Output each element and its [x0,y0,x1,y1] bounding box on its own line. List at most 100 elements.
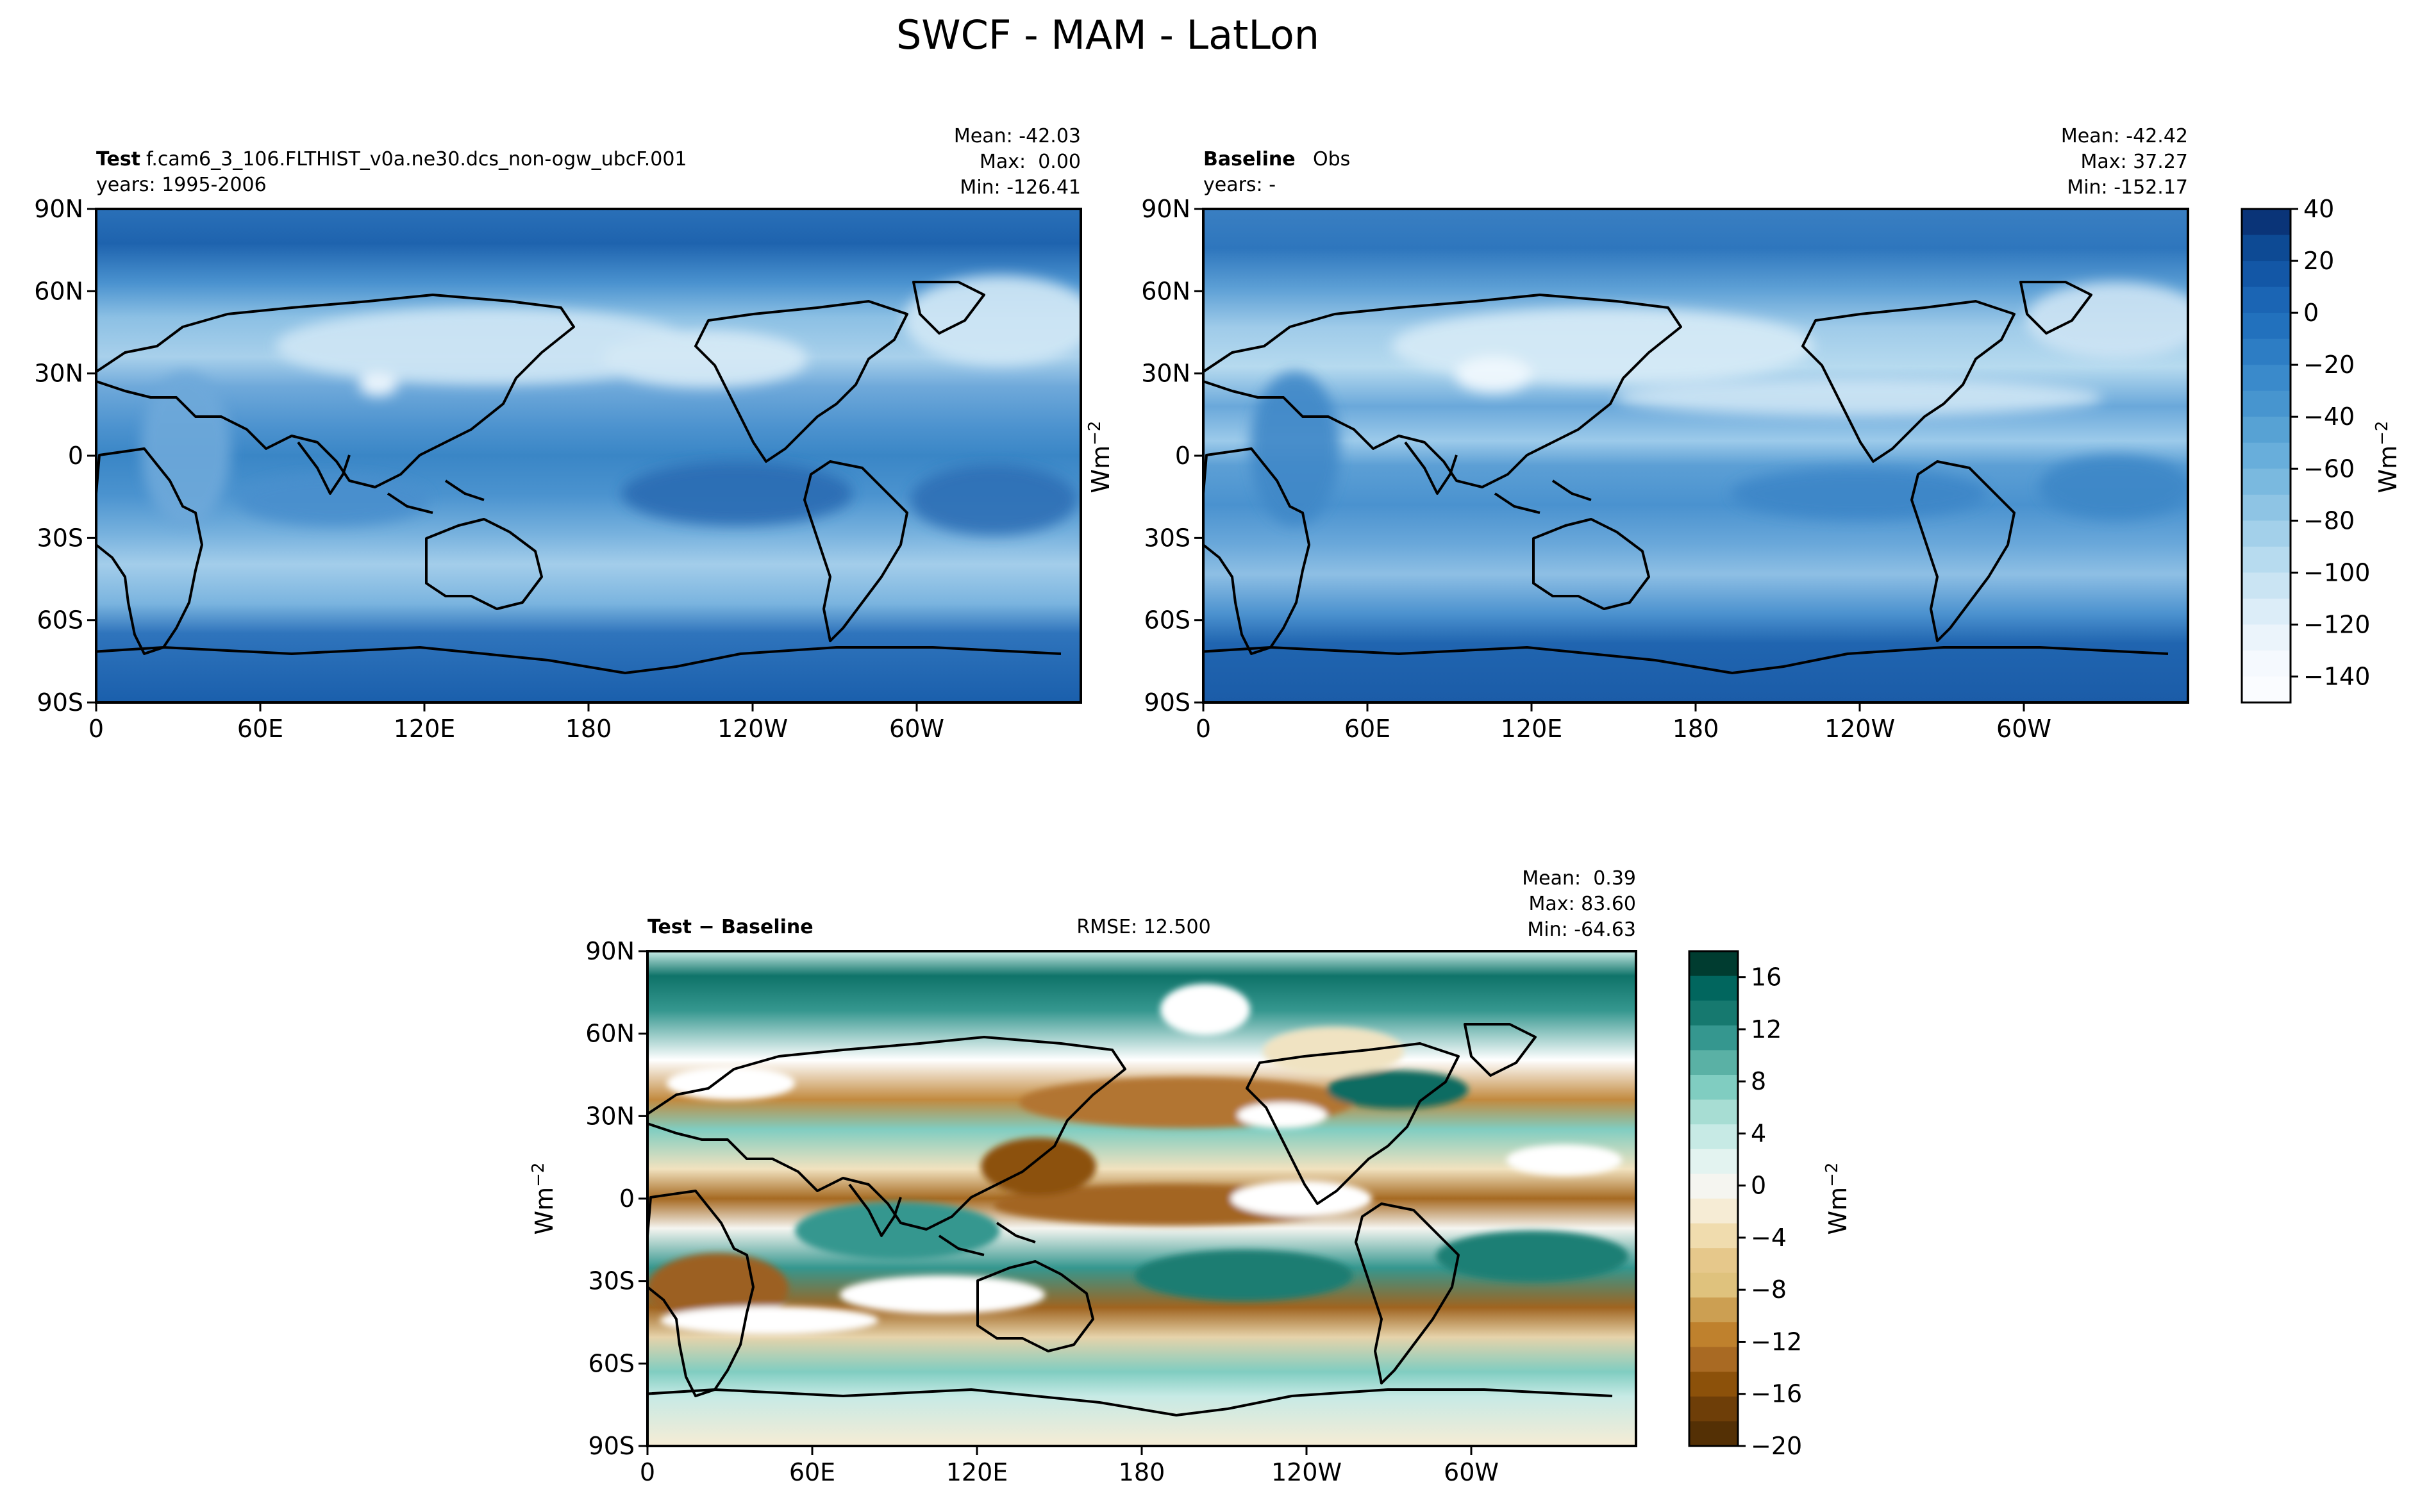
colorbar-baseline-tick-label: −60 [2303,454,2355,483]
panel-test-years: years: 1995-2006 [96,174,267,196]
colorbar-baseline-label-text: Wm [2374,445,2402,494]
panel-baseline-xtick-label: 120E [1501,715,1563,743]
colorbar-difference-band [1689,1199,1738,1224]
panel-test-title-text: f.cam6_3_106.FLTHIST_v0a.ne30.dcs_non-og… [146,148,687,170]
colorbar-difference-band [1689,1248,1738,1274]
panel-difference-ytick-label: 90S [588,1432,635,1460]
colorbar-baseline-band [2242,313,2291,340]
panel-difference-ytick-label: 30N [585,1102,635,1130]
colorbar-difference-tick-label: −16 [1751,1380,1802,1408]
panel-test-xtick-label: 180 [565,715,612,743]
panel-baseline: Baseline Obs years: - Mean: -42.42 Max: … [1085,125,2402,743]
colorbar-difference-band [1689,1372,1738,1397]
colorbar-baseline-band [2242,287,2291,313]
panel-baseline-ytick-label: 30S [1144,524,1190,552]
panel-difference-ytick-label: 30S [588,1267,635,1295]
panel-baseline-stat-mean: Mean: -42.42 [2061,125,2188,147]
panel-baseline-stat-max: Max: 37.27 [2080,151,2188,173]
colorbar-difference-label: Wm−2 [1823,1163,1852,1235]
panel-baseline-axes: 0 60E 120E 180 120W 60W 90N 60N 30N 0 30S 60S 90S [1141,195,2051,743]
colorbar-baseline-tick-label: −40 [2303,403,2355,431]
colorbar-baseline-band [2242,469,2291,495]
panel-difference-stat-mean: Mean: 0.39 [1522,867,1636,890]
colorbar-baseline-tick-label: 0 [2303,299,2319,327]
svg-text:Wm−2: Wm−2 [529,1163,558,1235]
colorbar-baseline-tick-label: −120 [2303,610,2370,638]
panel-baseline-ytick-label: 60N [1141,277,1190,305]
colorbar-baseline-band [2242,546,2291,573]
panel-baseline-ytick-label: 0 [1175,442,1190,470]
panel-test-xtick-label: 120W [717,715,788,743]
panel-difference-ylabel-sup: −2 [529,1163,548,1187]
colorbar-baseline-band [2242,676,2291,703]
panel-test-ytick-label: 30S [37,524,83,552]
colorbar-difference-band [1689,1025,1738,1051]
colorbar-difference-tick-label: 0 [1751,1172,1766,1200]
panel-difference-title-bold: Test − Baseline [647,916,814,938]
colorbar-baseline-band [2242,390,2291,417]
colorbar-difference-band [1689,1421,1738,1447]
colorbar-baseline-tick-label: −80 [2303,506,2355,535]
panel-test-stat-min: Min: -126.41 [960,176,1081,199]
colorbar-baseline-label-sup: −2 [2373,421,2392,445]
colorbar-difference-tick-label: −20 [1751,1432,1802,1460]
panel-baseline-ytick-label: 90N [1141,195,1190,223]
panel-test-ytick-label: 90S [37,688,83,717]
colorbar-baseline-band [2242,624,2291,651]
colorbar-baseline-band [2242,338,2291,365]
svg-text:Wm−2: Wm−2 [1085,421,1115,494]
colorbar-difference-band [1689,1174,1738,1199]
colorbar-difference-band [1689,1223,1738,1249]
panel-difference-ytick-label: 60N [585,1020,635,1048]
panel-test: Test f.cam6_3_106.FLTHIST_v0a.ne30.dcs_n… [34,125,1082,743]
colorbar-difference-band [1689,1297,1738,1323]
colorbar-baseline-band [2242,417,2291,444]
panel-test-axes: 0 60E 120E 180 120W 60W 90N 60N 30N 0 30S 60S 90S [34,195,944,743]
panel-test-stat-mean: Mean: -42.03 [954,125,1081,147]
colorbar-difference-band [1689,1050,1738,1076]
panel-difference-xtick-label: 0 [640,1458,655,1486]
panel-baseline-xtick-label: 120W [1824,715,1895,743]
panel-baseline-ylabel: Wm−2 [1085,421,1115,494]
colorbar-difference-band [1689,1396,1738,1422]
colorbar-baseline-band [2242,520,2291,547]
colorbar-difference-band [1689,1075,1738,1101]
panel-difference-xtick-label: 120E [946,1458,1008,1486]
panel-difference-xtick-label: 60W [1444,1458,1499,1486]
panel-difference-axes: 0 60E 120E 180 120W 60W 90N 60N 30N 0 30S 60S 90S [585,937,1499,1486]
svg-text:Wm−2: Wm−2 [2373,421,2402,494]
panel-difference-rmse: RMSE: 12.500 [1076,916,1210,938]
panel-difference-map [647,951,1636,1446]
panel-test-title-bold: Test [96,148,140,170]
panel-baseline-title-bold: Baseline [1203,148,1296,170]
panel-difference-ylabel-text: Wm [530,1187,558,1235]
colorbar-difference-tick-label: 12 [1751,1015,1782,1043]
panel-baseline-years: years: - [1203,174,1276,196]
colorbar-difference-band [1689,1099,1738,1125]
colorbar-baseline-band [2242,598,2291,626]
figure-title: SWCF - MAM - LatLon [896,12,1319,58]
panel-baseline-ytick-label: 60S [1144,606,1190,635]
colorbar-difference-band [1689,1124,1738,1150]
panel-test-xtick-label: 60W [889,715,944,743]
colorbar-difference-band [1689,976,1738,1001]
panel-difference-colorbar: 16 12 8 4 0 −4 −8 −12 −16 −20 [1688,950,1802,1460]
panel-baseline-colorbar: 40 20 0 −20 −40 −60 −80 −100 −120 −140 [2241,195,2370,704]
colorbar-difference-band [1689,951,1738,977]
colorbar-difference-tick-label: −8 [1751,1275,1787,1304]
panel-test-ytick-label: 90N [34,195,83,223]
panel-baseline-map [1203,209,2188,702]
colorbar-difference-tick-label: −12 [1751,1327,1802,1356]
colorbar-baseline-label: Wm−2 [2373,421,2402,494]
colorbar-baseline-tick-label: −20 [2303,351,2355,379]
colorbar-baseline-tick-label: −140 [2303,662,2370,690]
panel-difference-ytick-label: 60S [588,1349,635,1377]
colorbar-difference-band [1689,1001,1738,1026]
panel-test-map [96,209,1081,702]
colorbar-baseline-band [2242,572,2291,599]
colorbar-baseline-tick-label: 40 [2303,195,2334,223]
panel-baseline-ylabel-text: Wm [1087,445,1115,494]
panel-test-xtick-label: 0 [88,715,104,743]
panel-test-xtick-label: 120E [394,715,456,743]
